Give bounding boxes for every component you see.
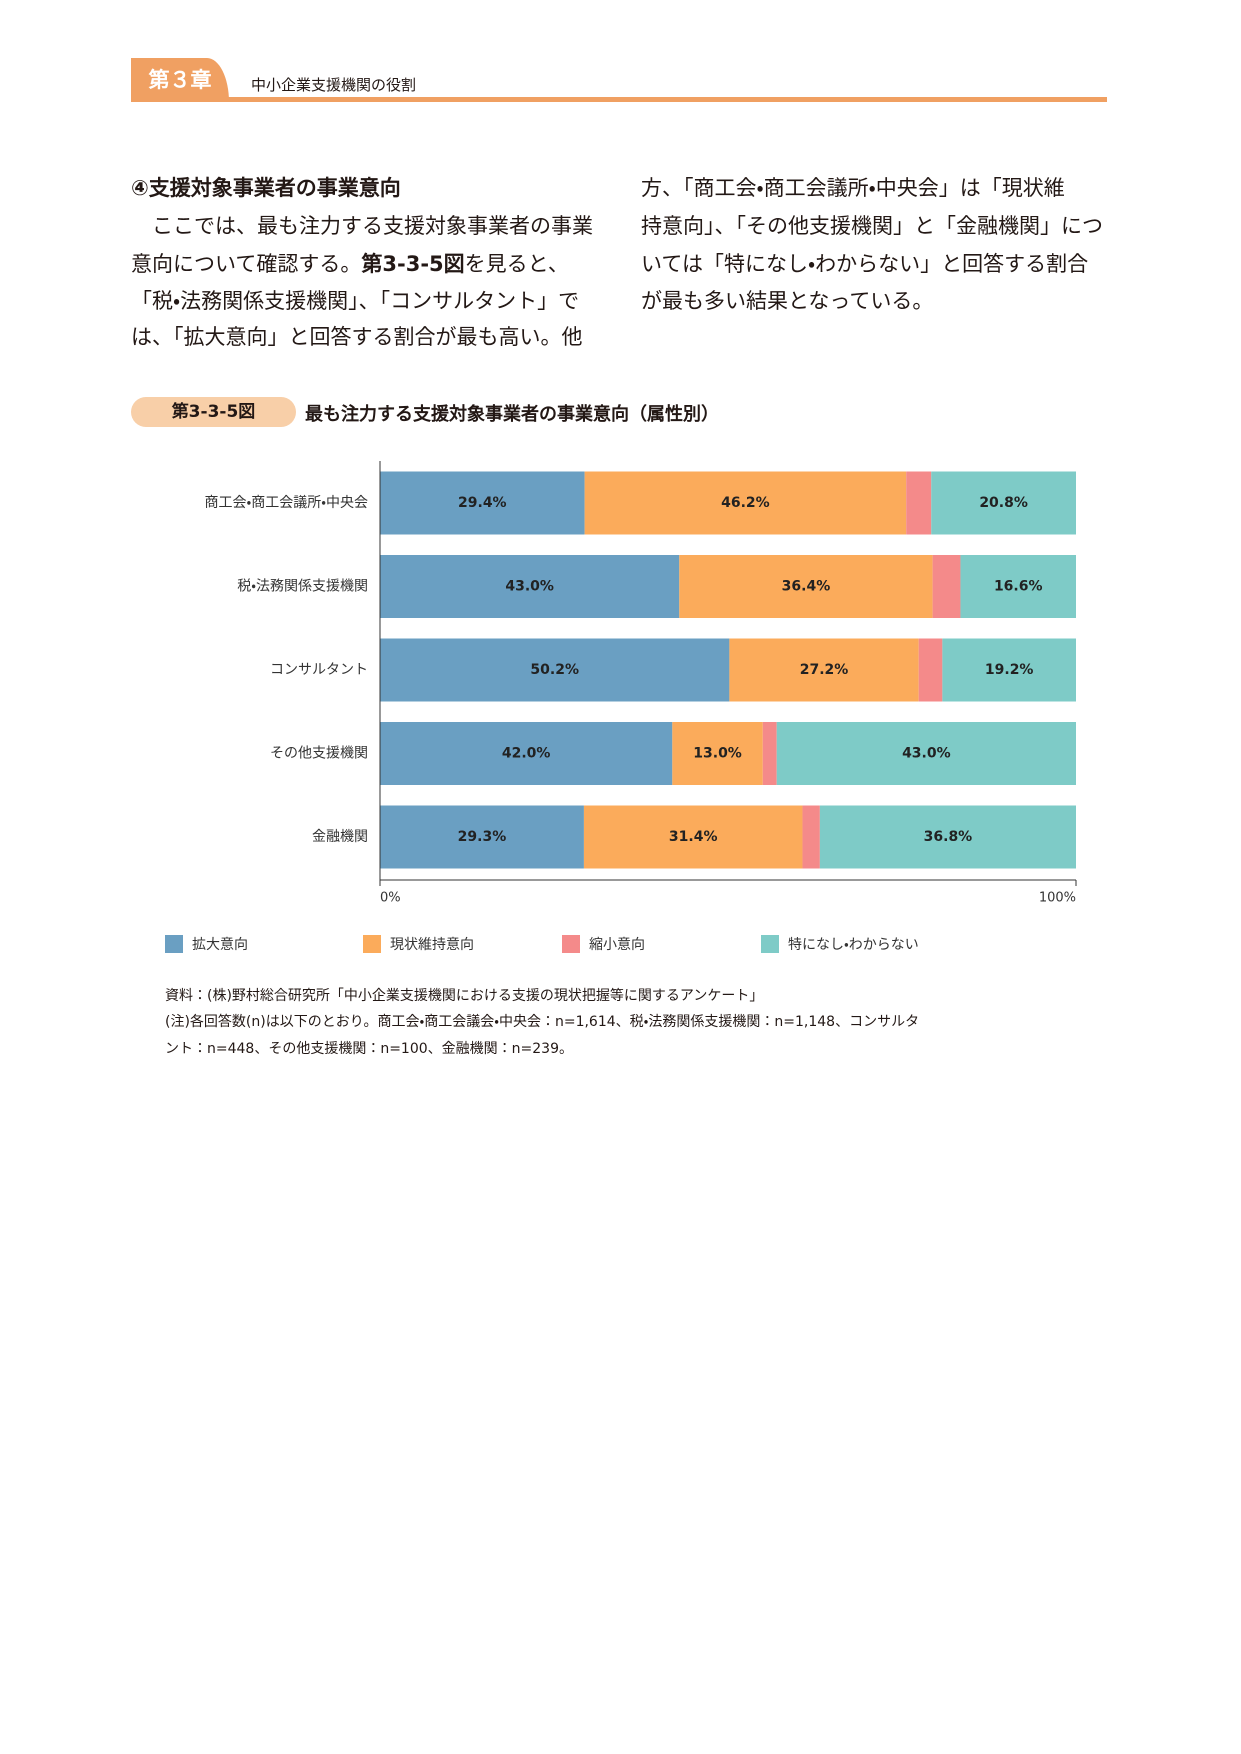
data-label: 43.0%	[902, 746, 951, 762]
bar-segment	[918, 638, 943, 702]
legend-label: 縮小意向	[589, 937, 645, 953]
bar-segment	[931, 471, 1076, 535]
bar-segment	[776, 722, 1076, 785]
bar-segment	[819, 805, 1076, 869]
legend-swatch	[761, 935, 779, 953]
data-label: 36.4%	[782, 579, 831, 595]
text: を見ると、	[464, 252, 569, 276]
data-label: 46.2%	[721, 495, 770, 511]
data-label: 29.4%	[458, 495, 507, 511]
text-line: は、「拡大意向」と回答する割合が最も高い。他	[131, 325, 583, 349]
chapter-title: 中小企業支援機関の役割	[251, 76, 417, 94]
figure-title: 最も注力する支援対象事業者の事業意向（属性別）	[305, 404, 719, 425]
category-label: 税・法務関係支援機関	[237, 579, 368, 595]
legend-label: 特になし・わからない	[788, 937, 919, 953]
bar-segment	[932, 555, 961, 618]
source: 資料：(株)野村総合研究所「中小企業支援機関における支援の現状把握等に関するアン…	[165, 988, 764, 1004]
figure-reference: 第3-3-5図	[361, 252, 465, 276]
category-label: コンサルタント	[270, 662, 368, 678]
legend-swatch	[363, 935, 381, 953]
legend-label: 現状維持意向	[390, 937, 474, 953]
legend-swatch	[562, 935, 580, 953]
bar-segment	[942, 638, 1076, 702]
data-label: 31.4%	[669, 829, 718, 845]
text-line: ここでは、最も注力する支援対象事業者の事業	[152, 214, 593, 238]
bar-segment	[960, 555, 1076, 618]
bar-segment	[380, 805, 584, 869]
x-tick-label: 0%	[380, 891, 401, 906]
text-line: いては「特になし・わからない」と回答する割合	[641, 252, 1089, 276]
x-tick-label: 100%	[1039, 891, 1076, 906]
bar-segment	[380, 471, 585, 535]
text-line: 方、「商工会・商工会議所・中央会」は「現状維	[641, 176, 1065, 200]
legend-swatch	[165, 935, 183, 953]
bar-segment	[584, 471, 907, 535]
bar-segment	[380, 555, 680, 618]
legend-label: 拡大意向	[192, 937, 248, 953]
figure-label: 第3-3-5図	[131, 397, 296, 427]
bar-segment	[729, 638, 919, 702]
category-label: その他支援機関	[270, 746, 368, 762]
data-label: 16.6%	[994, 579, 1043, 595]
category-label: 商工会・商工会議所・中央会	[204, 494, 368, 511]
data-label: 43.0%	[505, 579, 554, 595]
bar-segment	[906, 471, 932, 535]
bar-segment	[380, 722, 673, 785]
bar-segment	[679, 555, 933, 618]
text-line: 「税・法務関係支援機関」、「コンサルタント」で	[131, 289, 580, 313]
category-label: 金融機関	[312, 829, 368, 845]
text: 意向について確認する。	[131, 252, 362, 276]
data-label: 42.0%	[502, 746, 551, 762]
data-label: 29.3%	[458, 829, 507, 845]
header-rule	[131, 97, 1107, 102]
data-label: 19.2%	[985, 662, 1034, 678]
text-line: 持意向」、「その他支援機関」と「金融機関」につ	[641, 214, 1103, 238]
data-label: 36.8%	[924, 829, 973, 845]
section-heading: ④支援対象事業者の事業意向	[131, 176, 401, 200]
bar-segment	[802, 805, 820, 869]
text-line: 意向について確認する。第3-3-5図を見ると、	[131, 248, 569, 278]
bar-segment	[672, 722, 763, 785]
chart: 商工会・商工会議所・中央会 29.4% 46.2% 20.8% 税・法務関係支援機関 43…	[165, 461, 1077, 953]
bar-segment	[380, 638, 730, 702]
chapter-tab: 第３章	[131, 58, 229, 102]
bar-segment	[762, 722, 777, 785]
data-label: 20.8%	[979, 495, 1028, 511]
data-label: 13.0%	[693, 746, 742, 762]
note: ント：n=448、その他支援機関：n=100、金融機関：n=239。	[165, 1041, 573, 1057]
bar-segment	[583, 805, 803, 869]
note: (注)各回答数(n)は以下のとおり。商工会・商工会議会・中央会：n=1,614、…	[165, 1014, 920, 1030]
data-label: 27.2%	[800, 662, 849, 678]
data-label: 50.2%	[530, 662, 579, 678]
text-line: が最も多い結果となっている。	[641, 289, 934, 313]
